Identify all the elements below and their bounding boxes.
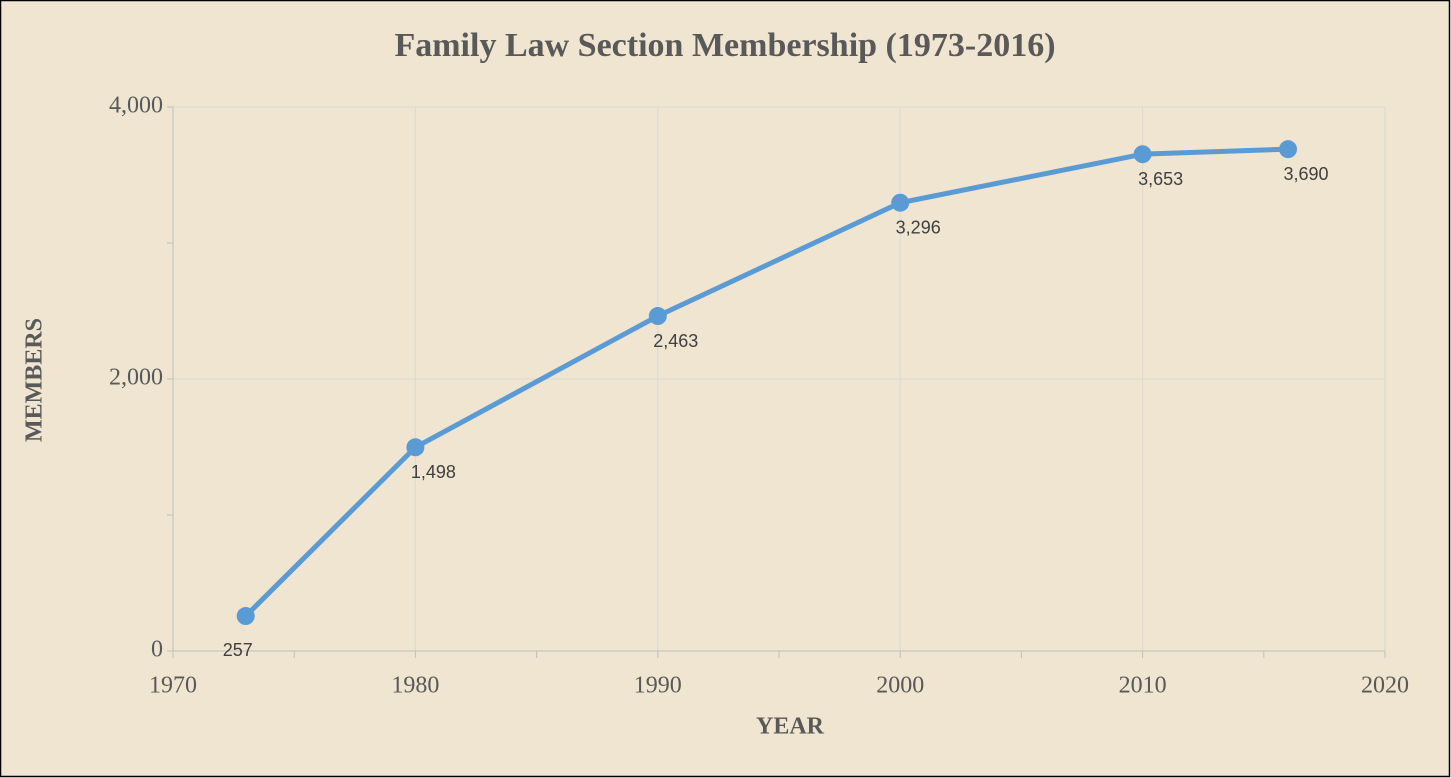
marker — [406, 438, 424, 456]
x-tick-label: 1990 — [634, 673, 682, 699]
data-label: 3,296 — [896, 217, 941, 237]
x-tick-label: 2000 — [876, 673, 924, 699]
marker — [237, 607, 255, 625]
y-axis-label: MEMBERS — [22, 318, 48, 442]
background — [1, 1, 1450, 777]
page: {"chart_data": {"type": "line", "title":… — [0, 0, 1451, 778]
chart-title: Family Law Section Membership (1973-2016… — [394, 27, 1055, 64]
x-tick-label: 1980 — [391, 673, 439, 699]
marker — [891, 194, 909, 212]
data-label: 1,498 — [411, 462, 456, 482]
marker — [1134, 145, 1152, 163]
y-tick-label: 2,000 — [109, 365, 163, 391]
data-label: 3,690 — [1284, 164, 1329, 184]
data-label: 2,463 — [653, 331, 698, 351]
marker — [649, 307, 667, 325]
x-tick-label: 2020 — [1361, 673, 1409, 699]
x-tick-label: 1970 — [149, 673, 197, 699]
x-axis-label: YEAR — [756, 714, 825, 740]
marker — [1279, 140, 1297, 158]
chart: Family Law Section Membership (1973-2016… — [0, 0, 1451, 778]
data-label: 257 — [223, 640, 253, 660]
y-tick-label: 0 — [151, 637, 163, 663]
y-tick-label: 4,000 — [109, 93, 163, 119]
data-label: 3,653 — [1138, 169, 1183, 189]
x-tick-label: 2010 — [1119, 673, 1167, 699]
